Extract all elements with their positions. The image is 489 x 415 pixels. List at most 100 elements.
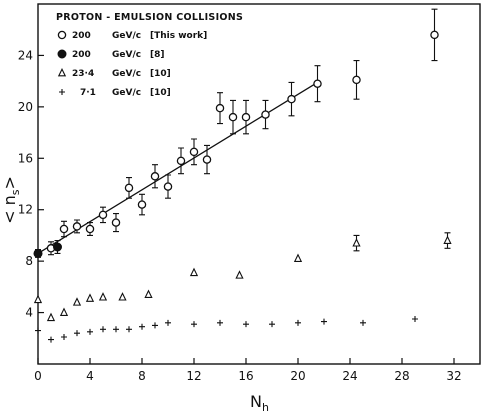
data-points xyxy=(33,8,452,343)
x-tick-label: 0 xyxy=(34,369,42,383)
data-point-triangle xyxy=(59,307,69,316)
data-point-open-circle xyxy=(430,30,439,40)
data-point-triangle xyxy=(98,292,108,301)
y-axis-label: < ns> xyxy=(0,176,22,224)
data-point-open-circle xyxy=(59,224,69,234)
fit-line-group xyxy=(37,81,318,254)
data-point-triangle xyxy=(144,289,153,298)
x-axis-label: Nh xyxy=(250,392,269,414)
data-point-filled-circle xyxy=(57,49,67,59)
data-point-triangle xyxy=(235,270,244,279)
data-point-open-circle xyxy=(124,183,134,193)
data-point-open-circle xyxy=(261,110,270,119)
data-point-open-circle xyxy=(241,112,251,122)
data-point-open-circle xyxy=(176,156,186,166)
data-point-open-circle xyxy=(202,155,212,164)
data-point-plus xyxy=(139,323,145,330)
data-point-open-circle xyxy=(228,112,238,122)
data-point-triangle xyxy=(443,235,452,244)
legend-ref-1: [This work] xyxy=(150,31,207,41)
data-point-plus xyxy=(126,326,132,333)
data-point-plus xyxy=(165,319,171,326)
data-point-plus xyxy=(61,334,67,340)
legend: PROTON - EMULSION COLLISIONS 200 GeV/c [… xyxy=(56,12,243,98)
data-point-plus xyxy=(48,336,54,343)
legend-unit-2: GeV/c xyxy=(112,50,141,60)
legend-title: PROTON - EMULSION COLLISIONS xyxy=(56,12,243,23)
y-tick-label: 12 xyxy=(18,203,33,217)
x-tick-label: 28 xyxy=(394,369,409,383)
data-point-open-circle xyxy=(72,222,82,231)
legend-energy-1: 200 xyxy=(72,31,91,41)
x-tick-label: 4 xyxy=(86,369,94,383)
data-point-plus xyxy=(87,328,93,335)
plot-area-frame xyxy=(37,3,481,365)
y-tick-label: 20 xyxy=(18,100,33,114)
y-tick-label: 8 xyxy=(25,254,33,268)
data-point-open-circle xyxy=(137,200,147,209)
data-point-triangle xyxy=(33,294,43,304)
data-point-filled-circle xyxy=(33,248,43,258)
data-point-triangle xyxy=(46,312,56,322)
data-point-triangle xyxy=(352,238,361,247)
data-point-open-circle xyxy=(215,103,225,113)
legend-ref-2: [8] xyxy=(150,50,165,60)
x-axis-label-sub: h xyxy=(262,401,269,414)
data-point-plus xyxy=(217,319,223,326)
legend-energy-4: 7·1 xyxy=(80,88,96,98)
data-point-open-circle xyxy=(111,218,121,227)
x-tick-label: 12 xyxy=(186,369,201,383)
legend-unit-3: GeV/c xyxy=(112,69,141,79)
data-point-plus xyxy=(243,321,249,328)
data-point-open-circle xyxy=(189,147,199,157)
data-point-plus xyxy=(321,318,327,325)
data-point-triangle xyxy=(57,67,67,77)
legend-energy-2: 200 xyxy=(72,50,91,60)
data-point-triangle xyxy=(118,292,127,301)
data-point-plus xyxy=(152,322,158,329)
data-point-triangle xyxy=(293,253,303,262)
data-point-open-circle xyxy=(163,182,173,191)
data-point-plus xyxy=(412,316,418,322)
y-tick-label: 16 xyxy=(18,151,33,165)
y-tick-label: 4 xyxy=(25,306,33,320)
data-point-triangle xyxy=(85,293,95,302)
data-point-filled-circle xyxy=(53,242,62,252)
legend-ref-4: [10] xyxy=(150,88,171,98)
x-tick-label: 8 xyxy=(138,369,146,383)
legend-energy-3: 23·4 xyxy=(72,69,94,79)
x-tick-label: 20 xyxy=(290,369,305,383)
fit-line xyxy=(37,81,318,254)
y-axis-label-main: < n xyxy=(0,195,19,224)
data-point-plus xyxy=(295,319,301,326)
legend-ref-3: [10] xyxy=(150,69,171,79)
y-axis-label-sub: s xyxy=(9,189,22,195)
data-point-triangle xyxy=(189,267,199,277)
data-point-plus xyxy=(74,330,80,337)
data-point-plus xyxy=(100,326,106,333)
data-point-plus xyxy=(113,326,119,333)
data-point-triangle xyxy=(72,297,82,306)
data-point-plus xyxy=(35,327,41,334)
data-point-open-circle xyxy=(57,30,67,40)
data-point-open-circle xyxy=(85,224,95,234)
y-axis-label-tail: > xyxy=(0,176,19,189)
x-tick-label: 24 xyxy=(342,369,357,383)
legend-unit-4: GeV/c xyxy=(112,88,141,98)
data-point-plus xyxy=(360,319,366,326)
data-point-open-circle xyxy=(150,172,160,181)
data-point-open-circle xyxy=(287,94,296,104)
x-tick-label: 16 xyxy=(238,369,253,383)
data-point-plus xyxy=(269,321,275,328)
data-point-open-circle xyxy=(352,75,361,85)
legend-markers xyxy=(57,30,67,95)
data-point-open-circle xyxy=(98,210,108,220)
legend-unit-1: GeV/c xyxy=(112,31,141,41)
data-point-plus xyxy=(191,321,197,328)
axis-ticks: 0 4 8 12 16 20 24 28 32 4 8 12 16 20 24 xyxy=(18,48,462,383)
x-axis-label-main: N xyxy=(250,392,262,411)
y-tick-label: 24 xyxy=(18,48,33,62)
data-point-open-circle xyxy=(313,79,322,88)
data-point-plus xyxy=(59,89,65,95)
